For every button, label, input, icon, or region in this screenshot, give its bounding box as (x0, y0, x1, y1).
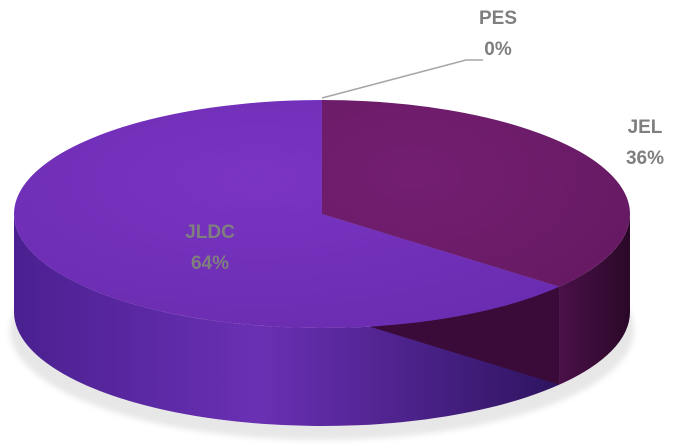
data-label-percent-jldc: 64% (191, 253, 229, 274)
data-label-name-jel: JEL (628, 117, 663, 138)
data-label-percent-jel: 36% (626, 148, 664, 169)
pie-slice-jldc (13, 100, 560, 328)
pie-slice-jel (322, 100, 630, 287)
data-label-name-pes: PES (479, 8, 517, 29)
pie-side-jel (559, 214, 630, 385)
data-label-name-jldc: JLDC (185, 222, 235, 243)
data-label-percent-pes: 0% (484, 39, 512, 60)
pie-side-jldc (14, 214, 560, 426)
leader-line-pes (321, 59, 483, 99)
